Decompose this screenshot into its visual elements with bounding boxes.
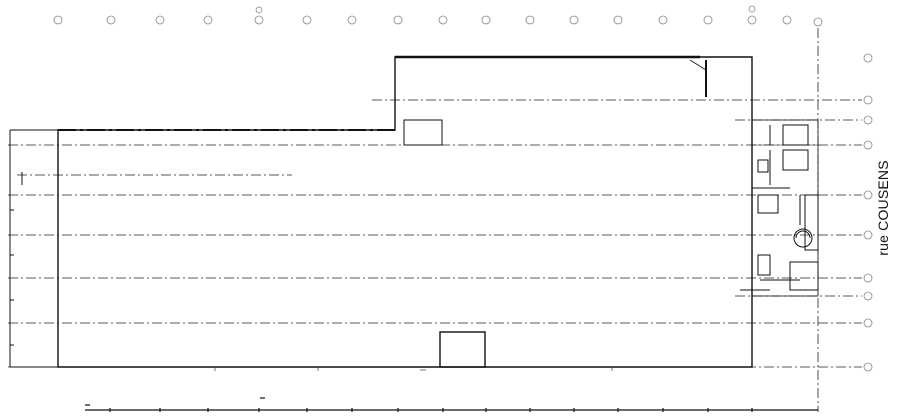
building-outline [57, 55, 753, 368]
right-grid-markers [863, 53, 873, 372]
grid-marker [863, 273, 873, 283]
street-name-label: rue COUSENS [875, 160, 891, 256]
grid-marker [658, 15, 668, 25]
grid-marker [254, 15, 264, 25]
grid-marker [302, 15, 312, 25]
wall-ticks [214, 367, 613, 371]
grid-marker [53, 15, 63, 25]
grid-marker [106, 15, 116, 25]
grid-marker [393, 15, 403, 25]
grid-marker [438, 15, 448, 25]
grid-marker [863, 318, 873, 328]
grid-marker [863, 115, 873, 125]
left-edge-details [9, 129, 58, 368]
grid-marker [782, 15, 792, 25]
dimension-line [85, 397, 818, 412]
grid-marker [569, 15, 579, 25]
grid-marker [347, 15, 357, 25]
grid-marker [863, 190, 873, 200]
grid-marker [255, 6, 263, 14]
grid-marker [703, 15, 713, 25]
grid-marker [525, 15, 535, 25]
grid-lines [8, 28, 862, 412]
grid-marker [863, 53, 873, 63]
office-block-details [740, 119, 819, 297]
grid-marker [748, 5, 756, 13]
grid-marker [863, 362, 873, 372]
grid-marker [155, 15, 165, 25]
grid-marker [747, 15, 757, 25]
grid-marker [813, 17, 823, 27]
top-grid-markers [53, 5, 823, 27]
grid-marker [863, 140, 873, 150]
grid-marker [863, 291, 873, 301]
grid-marker [863, 230, 873, 240]
grid-marker [481, 15, 491, 25]
grid-marker [203, 15, 213, 25]
grid-marker [613, 15, 623, 25]
grid-marker [863, 95, 873, 105]
